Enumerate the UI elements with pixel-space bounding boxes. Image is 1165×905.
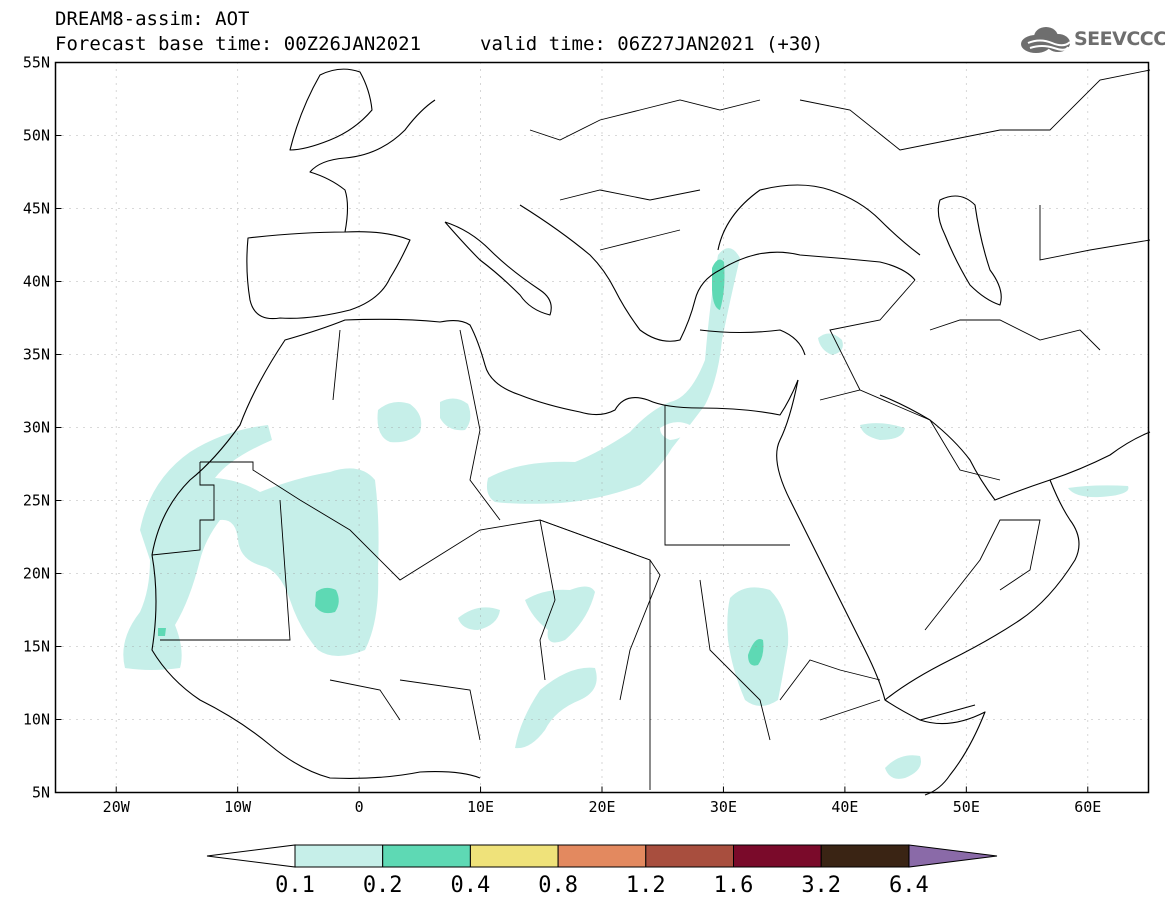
lat-tick-label: 45N: [23, 200, 50, 218]
lon-tick-label: 60E: [1074, 798, 1101, 816]
lat-tick-label: 55N: [23, 54, 50, 72]
coast-balkans-greece: [519, 204, 721, 342]
lat-tick-label: 30N: [23, 419, 50, 437]
coast-horn-africa: [919, 711, 986, 796]
valid-time: valid time: 06Z27JAN2021 (+30): [480, 33, 824, 55]
aot-plume-libya: [486, 248, 740, 504]
lon-tick-label: 10E: [467, 798, 494, 816]
colorbar-box: [645, 844, 734, 868]
aot-core-senegal: [158, 628, 166, 636]
aot-core-sudan: [748, 639, 764, 666]
lat-tick-label: 50N: [23, 127, 50, 145]
aot-plume-niger: [525, 586, 595, 643]
colorbar-box: [820, 844, 910, 868]
lat-tick-label: 35N: [23, 346, 50, 364]
lat-tick-label: 40N: [23, 273, 50, 291]
colorbar-level-label: 0.4: [451, 873, 491, 898]
colorbar-level-label: 0.2: [363, 873, 403, 898]
colorbar-high-arrow: [908, 844, 998, 868]
aot-plume-ethiopia: [885, 755, 921, 779]
aot-plume-saudi: [860, 423, 905, 440]
aot-plume-tunisia: [440, 398, 471, 431]
lat-tick-label: 20N: [23, 565, 50, 583]
coast-turkey: [699, 251, 916, 356]
coast-arabia: [879, 394, 1080, 701]
lat-tick-label: 5N: [32, 784, 50, 802]
longitude-labels: 20W 10W 0 10E 20E 30E 40E 50E 60E: [103, 786, 1101, 816]
colorbar-labels: 0.1 0.2 0.4 0.8 1.2 1.6 3.2 6.4: [275, 873, 929, 898]
colorbar-box: [469, 844, 559, 868]
logo-text: SEEVCCC: [1074, 28, 1165, 50]
coast-black-sea: [717, 184, 921, 256]
coast-levant-redsea: [776, 379, 976, 721]
colorbar: 0.1 0.2 0.4 0.8 1.2 1.6 3.2 6.4: [206, 844, 998, 898]
colorbar-boxes: [294, 844, 910, 868]
colorbar-level-label: 6.4: [889, 873, 929, 898]
colorbar-level-label: 1.2: [626, 873, 666, 898]
coast-iberia: [246, 231, 411, 320]
aot-plume-chad: [458, 607, 500, 630]
coastlines: [151, 68, 1151, 796]
aot-plume-nigeria: [515, 667, 597, 749]
lat-tick-label: 10N: [23, 711, 50, 729]
coast-north-africa: [151, 318, 799, 556]
coast-france-uk: [289, 68, 436, 233]
lat-tick-label: 25N: [23, 492, 50, 510]
aot-plume-egypt-loop: [660, 422, 690, 440]
aot-medium-areas: [158, 259, 764, 666]
colorbar-box: [382, 844, 471, 868]
colorbar-level-label: 3.2: [801, 873, 841, 898]
latitude-labels: 55N 50N 45N 40N 35N 30N 25N 20N 15N 10N 5N: [23, 54, 62, 802]
colorbar-low-arrow: [206, 844, 296, 868]
aot-plume-sahara: [123, 425, 379, 670]
aot-plume-algeria: [377, 402, 422, 443]
cloud-icon: [1021, 27, 1071, 53]
colorbar-box: [733, 844, 822, 868]
lat-tick-label: 15N: [23, 638, 50, 656]
forecast-base-time: Forecast base time: 00Z26JAN2021: [55, 33, 422, 55]
country-borders: [151, 69, 1151, 790]
seevccc-logo: [1021, 27, 1071, 53]
lon-tick-label: 50E: [953, 798, 980, 816]
colorbar-box: [557, 844, 647, 868]
map-title: DREAM8-assim: AOT: [55, 8, 250, 30]
coast-iran: [1049, 431, 1151, 481]
coast-italy: [444, 221, 552, 316]
lon-tick-label: 30E: [710, 798, 737, 816]
colorbar-level-label: 1.6: [714, 873, 754, 898]
aot-plume-turkey-east: [818, 333, 843, 355]
lon-tick-label: 10W: [224, 798, 252, 816]
colorbar-box: [294, 844, 384, 868]
graticule: [55, 62, 1149, 793]
coast-caspian: [937, 195, 1002, 306]
colorbar-level-label: 0.1: [275, 873, 315, 898]
coast-west-africa: [151, 554, 481, 779]
lon-tick-label: 40E: [831, 798, 858, 816]
aot-core-mali: [315, 587, 339, 614]
aot-plume-gulf: [1068, 485, 1129, 498]
lon-tick-label: 20W: [103, 798, 131, 816]
colorbar-level-label: 0.8: [538, 873, 578, 898]
aot-light-areas: [123, 248, 1129, 779]
lon-tick-label: 20E: [588, 798, 615, 816]
lon-tick-label: 0: [355, 798, 364, 816]
